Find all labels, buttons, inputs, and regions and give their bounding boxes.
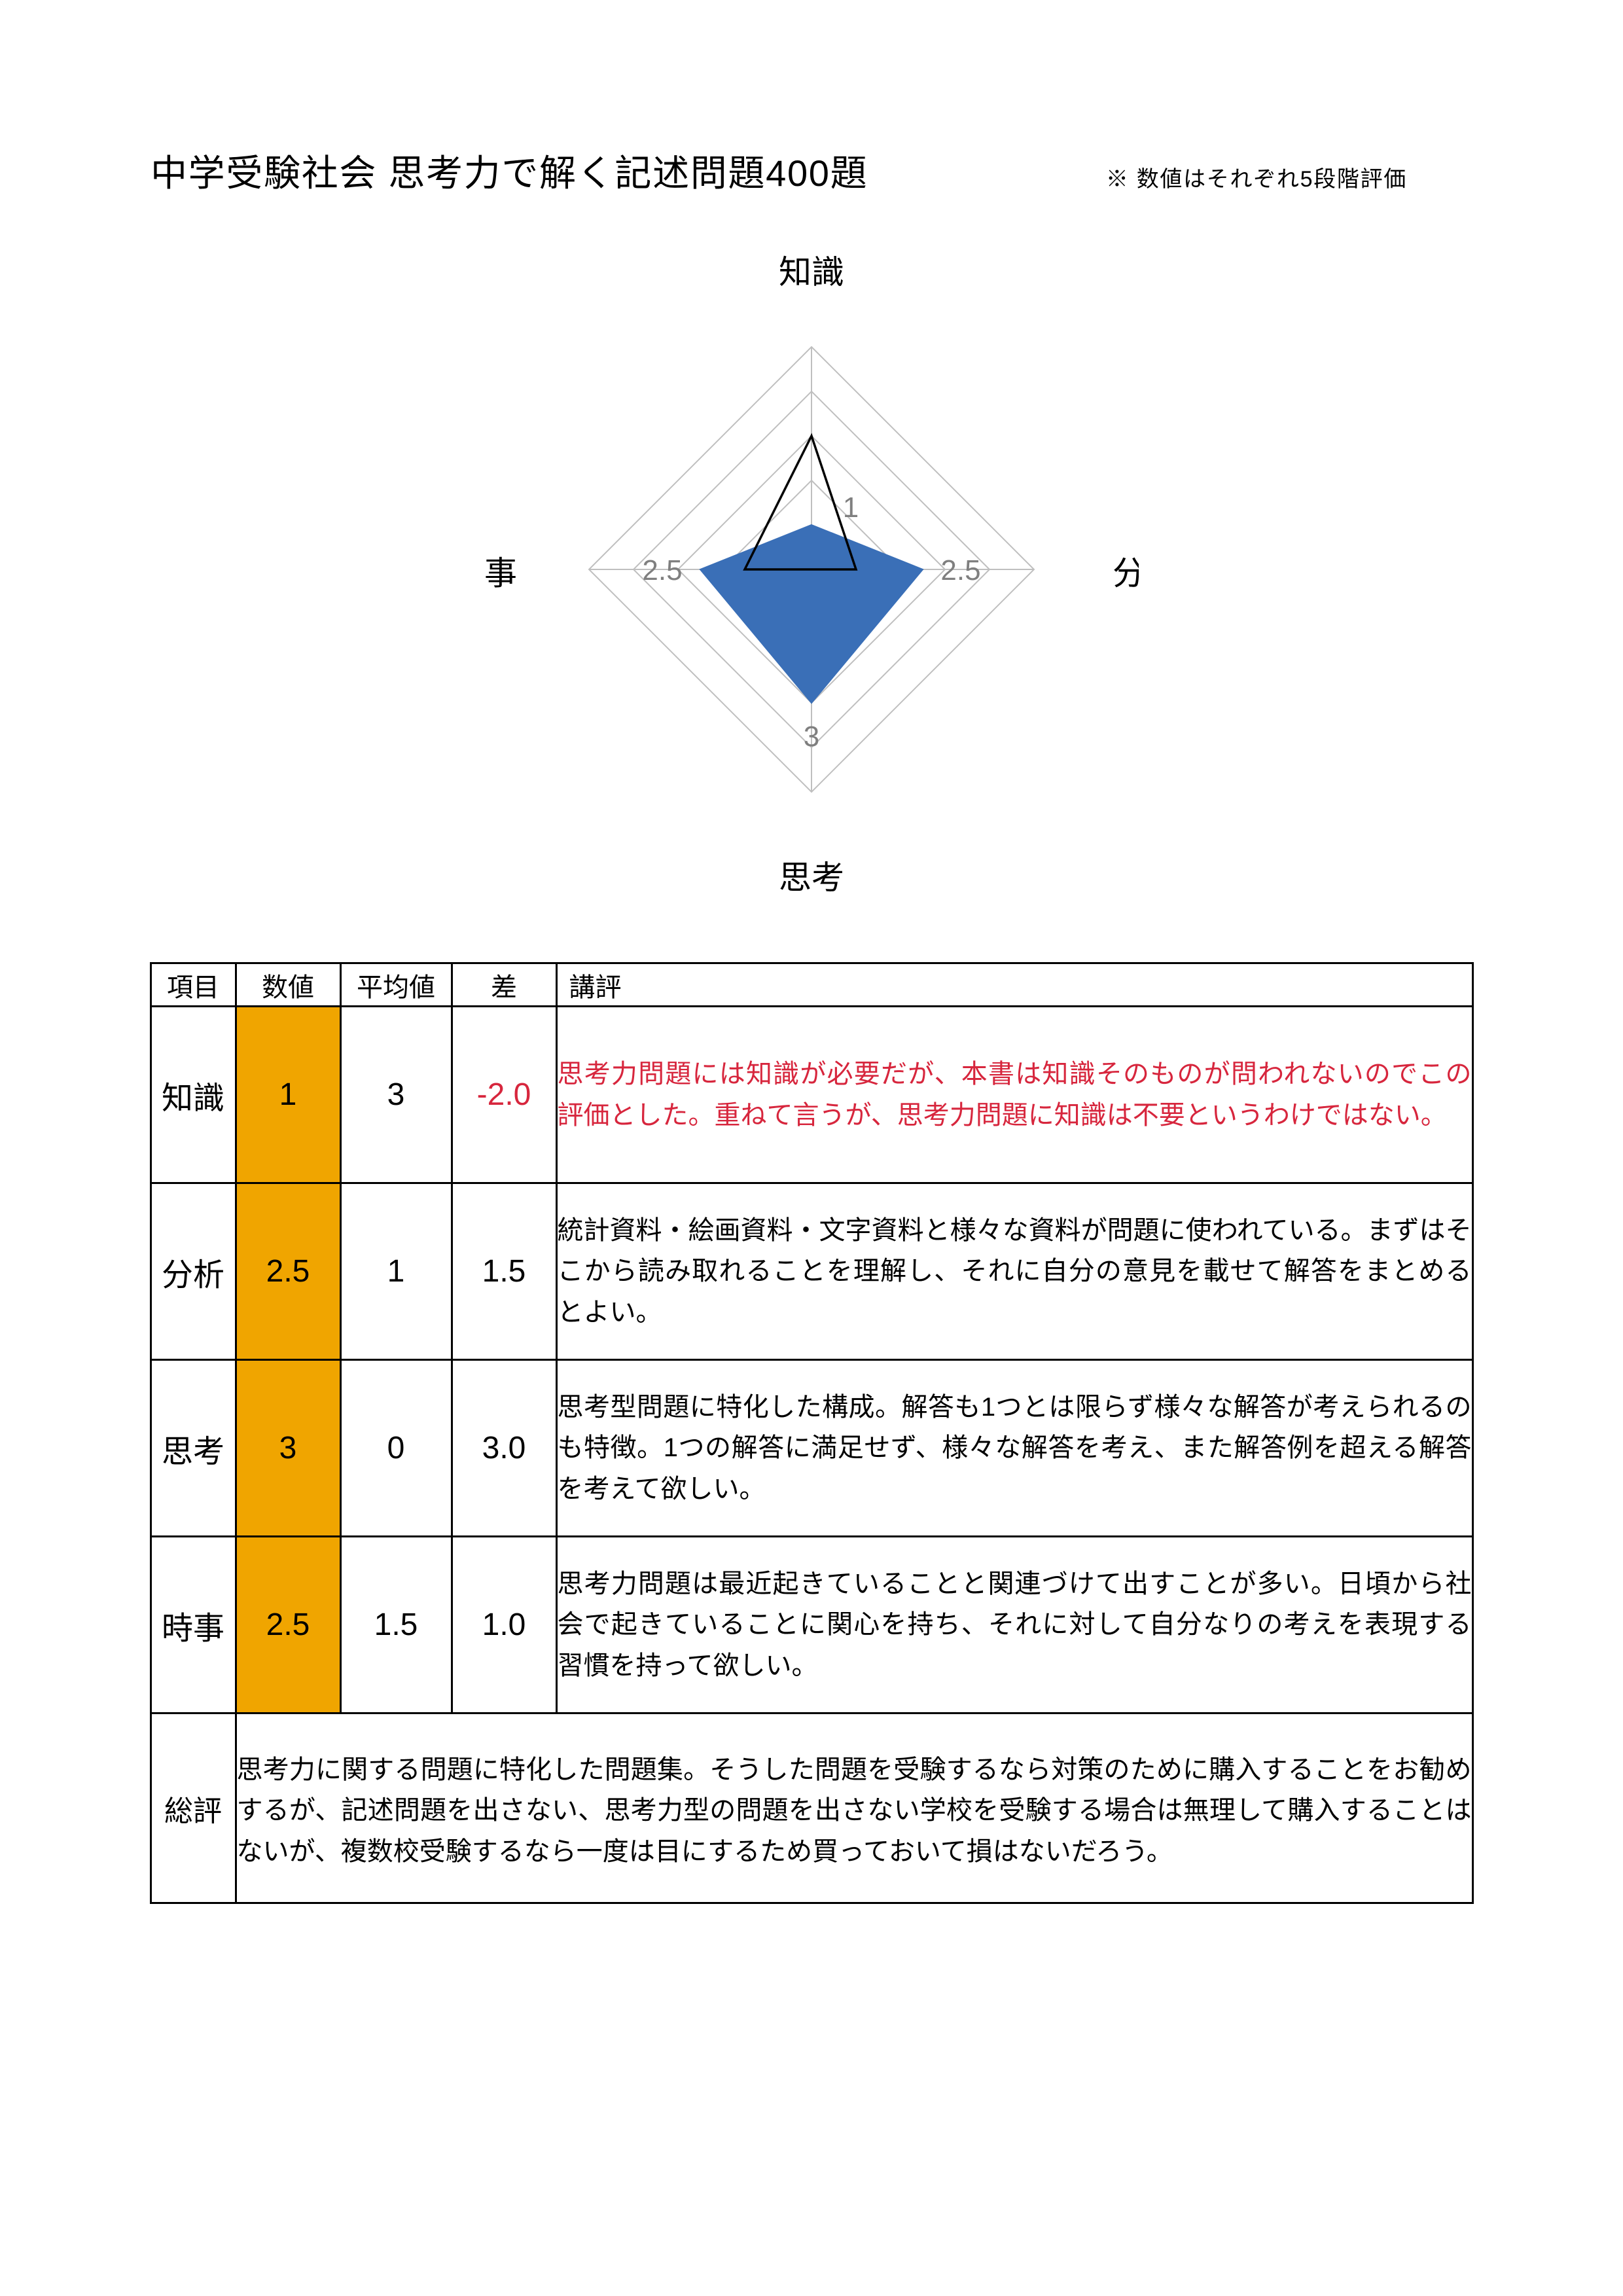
svg-text:分析: 分析 xyxy=(1113,555,1139,592)
row-diff: 1.5 xyxy=(452,1183,556,1360)
row-average: 3 xyxy=(340,1007,452,1183)
svg-text:3: 3 xyxy=(804,721,819,753)
table-header-row: 項目 数値 平均値 差 講評 xyxy=(151,963,1472,1007)
row-diff: 1.0 xyxy=(452,1537,556,1713)
row-average: 0 xyxy=(340,1360,452,1537)
svg-text:時事: 時事 xyxy=(484,555,517,592)
row-diff: -2.0 xyxy=(452,1007,556,1183)
col-header-item: 項目 xyxy=(151,963,236,1007)
col-header-review: 講評 xyxy=(556,963,1472,1007)
page-header: 中学受験社会 思考力で解く記述問題400題 ※ 数値はそれぞれ5段階評価 xyxy=(124,144,1499,196)
svg-text:知識: 知識 xyxy=(779,254,844,291)
row-item-label: 知識 xyxy=(151,1007,236,1183)
row-average: 1.5 xyxy=(340,1537,452,1713)
row-item-label: 分析 xyxy=(151,1183,236,1360)
svg-text:2.5: 2.5 xyxy=(940,554,980,586)
col-header-diff: 差 xyxy=(452,963,556,1007)
row-item-label: 時事 xyxy=(151,1537,236,1713)
svg-text:思考: 思考 xyxy=(779,859,844,896)
summary-label: 総評 xyxy=(151,1713,236,1903)
page-title: 中学受験社会 思考力で解く記述問題400題 xyxy=(151,144,868,197)
table-summary-row: 総評思考力に関する問題に特化した問題集。そうした問題を受験するなら対策のために購… xyxy=(151,1713,1472,1903)
row-value: 3 xyxy=(236,1360,340,1537)
summary-text: 思考力に関する問題に特化した問題集。そうした問題を受験するなら対策のために購入す… xyxy=(236,1713,1472,1903)
row-review: 統計資料・絵画資料・文字資料と様々な資料が問題に使われている。まずはそこから読み… xyxy=(556,1183,1472,1360)
table-row: 思考303.0思考型問題に特化した構成。解答も1つとは限らず様々な解答が考えられ… xyxy=(151,1360,1472,1537)
table-row: 時事2.51.51.0思考力問題は最近起きていることと関連づけて出すことが多い。… xyxy=(151,1537,1472,1713)
row-value: 1 xyxy=(236,1007,340,1183)
col-header-avg: 平均値 xyxy=(340,963,452,1007)
col-header-value: 数値 xyxy=(236,963,340,1007)
row-item-label: 思考 xyxy=(151,1360,236,1537)
row-value: 2.5 xyxy=(236,1183,340,1360)
table-row: 分析2.511.5統計資料・絵画資料・文字資料と様々な資料が問題に使われている。… xyxy=(151,1183,1472,1360)
row-review: 思考力問題は最近起きていることと関連づけて出すことが多い。日頃から社会で起きてい… xyxy=(556,1537,1472,1713)
row-diff: 3.0 xyxy=(452,1360,556,1537)
row-review: 思考力問題には知識が必要だが、本書は知識そのものが問われないのでこの評価とした。… xyxy=(556,1007,1472,1183)
evaluation-table: 項目 数値 平均値 差 講評 知識13-2.0思考力問題には知識が必要だが、本書… xyxy=(150,962,1474,1904)
svg-text:2.5: 2.5 xyxy=(642,554,682,586)
row-average: 1 xyxy=(340,1183,452,1360)
row-value: 2.5 xyxy=(236,1537,340,1713)
radar-chart: 1 2.5 3 2.5 知識分析思考 時事 xyxy=(484,203,1139,923)
row-review: 思考型問題に特化した構成。解答も1つとは限らず様々な解答が考えられるのも特徴。1… xyxy=(556,1360,1472,1537)
scale-note: ※ 数値はそれぞれ5段階評価 xyxy=(1106,161,1407,193)
table-row: 知識13-2.0思考力問題には知識が必要だが、本書は知識そのものが問われないので… xyxy=(151,1007,1472,1183)
svg-text:1: 1 xyxy=(843,492,859,524)
